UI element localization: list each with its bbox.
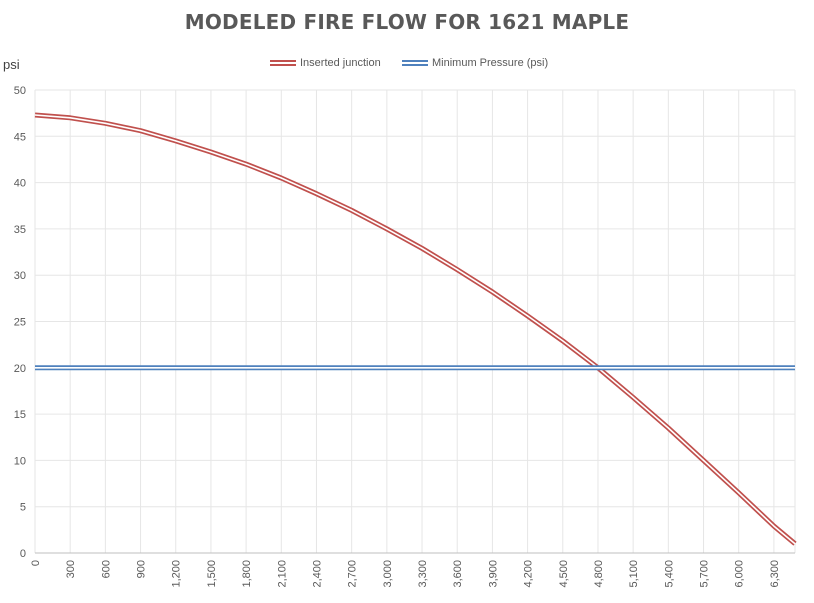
y-tick-label: 20 <box>14 363 26 375</box>
x-tick-label: 3,900 <box>487 560 499 588</box>
x-tick-label: 1,200 <box>171 560 183 588</box>
x-tick-label: 5,700 <box>699 560 711 588</box>
x-tick-label: 2,100 <box>276 560 288 588</box>
y-tick-label: 10 <box>14 455 26 467</box>
y-tick-label: 40 <box>14 178 26 190</box>
y-tick-label: 25 <box>14 317 26 329</box>
x-tick-label: 6,300 <box>769 560 781 588</box>
chart-title: MODELED FIRE FLOW FOR 1621 MAPLE <box>184 10 630 34</box>
y-tick-label: 5 <box>20 502 26 514</box>
legend-label: Minimum Pressure (psi) <box>432 57 549 69</box>
x-tick-label: 4,500 <box>558 560 570 588</box>
legend-label: Inserted junction <box>300 57 381 69</box>
x-tick-label: 0 <box>30 560 42 566</box>
x-tick-label: 6,000 <box>734 560 746 588</box>
x-tick-label: 900 <box>136 560 148 578</box>
y-tick-label: 45 <box>14 131 26 143</box>
legend-item-inserted-junction: Inserted junction <box>270 56 381 70</box>
x-tick-label: 600 <box>100 560 112 578</box>
y-tick-label: 15 <box>14 409 26 421</box>
x-tick-label: 3,300 <box>417 560 429 588</box>
x-tick-label: 2,400 <box>311 560 323 588</box>
y-tick-label: 50 <box>14 85 26 97</box>
x-tick-label: 5,100 <box>628 560 640 588</box>
x-tick-label: 1,500 <box>206 560 218 588</box>
series-line-outer <box>34 112 797 546</box>
legend-swatch-red <box>270 60 296 66</box>
series-line-inner <box>34 114 796 545</box>
x-tick-label: 2,700 <box>347 560 359 588</box>
y-axis-unit-label: psi <box>3 57 20 72</box>
y-tick-label: 30 <box>14 270 26 282</box>
legend-swatch-blue <box>402 60 428 66</box>
x-tick-label: 4,200 <box>523 560 535 588</box>
x-tick-label: 1,800 <box>241 560 253 588</box>
y-tick-label: 0 <box>20 548 26 560</box>
x-tick-label: 4,800 <box>593 560 605 588</box>
x-tick-label: 300 <box>65 560 77 578</box>
x-tick-label: 3,000 <box>382 560 394 588</box>
y-tick-label: 35 <box>14 224 26 236</box>
x-tick-label: 3,600 <box>452 560 464 588</box>
legend-item-minimum-pressure: Minimum Pressure (psi) <box>402 56 548 70</box>
x-tick-label: 5,400 <box>663 560 675 588</box>
